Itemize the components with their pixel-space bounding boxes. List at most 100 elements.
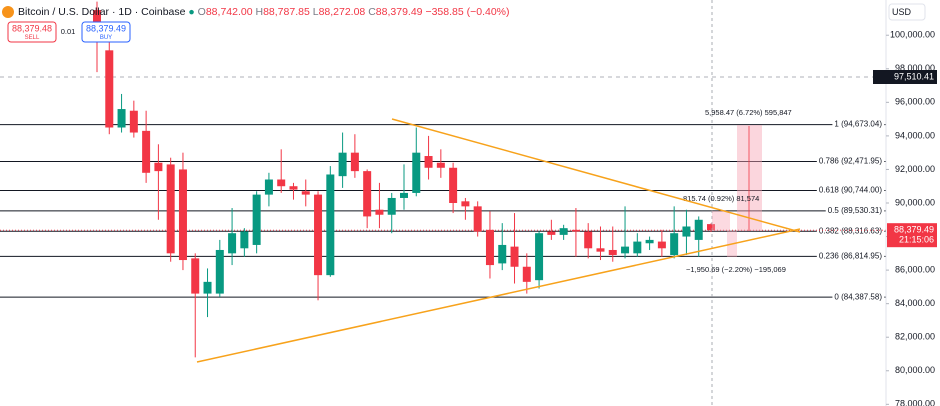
candle-body [621,246,630,254]
candle-body [375,209,384,215]
ohlc-key: L [313,6,319,18]
fib-label-bg [816,251,885,261]
buy-box[interactable] [81,21,131,43]
fib-label-bg [832,292,885,302]
price-line-label-bg [887,69,937,84]
candle-body [535,233,544,281]
candle-body [461,201,470,207]
measure-box [737,125,762,231]
symbol-icon [2,6,14,18]
fib-label: 0.786 (92,471.95) [819,157,882,166]
candle-body [571,229,580,232]
sell-price[interactable]: 88,379.48 [12,23,52,33]
buy-button[interactable]: 88,379.49 BUY [81,21,131,43]
candle-body [154,162,163,172]
candle-body [314,194,323,276]
fib-label: 0.618 (90,744.00) [819,186,882,195]
buy-price[interactable]: 88,379.49 [86,23,126,33]
ohlc-key: H [255,6,263,18]
candle-body [326,174,335,276]
candle-body [436,162,445,168]
fib-label-bg [825,205,885,215]
symbol: Bitcoin / U.S. Dollar · 1D · Coinbase [18,6,186,18]
candle-body [240,231,249,249]
currency-box[interactable] [888,3,926,21]
y-tick-label: 100,000.00 [890,30,935,40]
candle-body [228,233,237,254]
candle-body [412,152,421,193]
candle-body [694,219,703,240]
candle-body [510,246,519,267]
header: Bitcoin / U.S. Dollar · 1D · Coinbase ● … [18,6,510,18]
candle-body [400,192,408,198]
candle-body [166,164,175,254]
ohlc-value: 88,787.85 [263,6,310,18]
plot-area: 1 (94,673.04) 0.786 (92,471.95) 0.618 (90,… [0,1,886,358]
measure-label: 5,958.47 (6.72%) 595,847 [705,108,792,117]
spread: 0.01 [61,27,76,36]
candle-body [203,281,212,294]
candle-body [338,152,347,177]
candle-body [252,194,261,245]
candle-body [608,249,617,256]
candle-body [682,226,691,237]
candle-body [301,191,310,195]
buy-label[interactable]: BUY [100,35,112,41]
candle-body [129,110,138,133]
candle-body [645,239,654,244]
ohlc-value: 88,379.49 [376,6,423,18]
y-tick-label: 78,000.00 [895,399,935,406]
candle-body [264,179,273,195]
ohlc-key: O [198,6,206,18]
last-price-label: 88,379.49 [894,225,934,235]
candle-body [117,109,126,128]
y-tick-label: 82,000.00 [895,332,935,342]
candle-body [363,171,372,217]
candle-body [387,197,396,215]
measure-box [712,211,730,231]
y-tick-label: 84,000.00 [895,298,935,308]
y-tick-label: 98,000.00 [895,63,935,73]
sell-button[interactable]: 88,379.48 SELL [7,21,57,43]
sell-box[interactable] [7,21,57,43]
measure-label: −1,950.69 (−2.20%) −195,069 [686,265,786,274]
measure-label: 815.74 (0.92%) 81,574 [683,194,759,203]
candle-body [596,248,605,252]
candle-body [473,206,482,232]
currency[interactable]: USD [892,7,912,17]
candle-body [547,231,556,235]
change: −358.85 (−0.40%) [425,6,509,18]
ohlc-value: 88,742.00 [206,6,253,18]
fib-label: 0 (84,387.58) [834,292,882,301]
y-tick-label: 80,000.00 [895,365,935,375]
candle-body [559,228,568,235]
trendline [196,228,801,363]
candle-body [178,169,187,261]
fib-label: 0.382 (88,316.63) [819,226,882,235]
ohlc-value: 88,272.08 [319,6,366,18]
y-tick-label: 92,000.00 [895,164,935,174]
candle-body [707,224,715,231]
y-tick-label: 86,000.00 [895,264,935,274]
fib-label-bg [832,119,885,129]
sell-label[interactable]: SELL [25,35,40,41]
price-axis: 78,000.00 80,000.00 82,000.00 84,000.00 86,0… [873,30,937,406]
candle-body [584,231,593,249]
y-tick-label: 90,000.00 [895,197,935,207]
candle-body [522,266,531,282]
last-price-label-bg [887,223,937,248]
candle-body [289,186,298,190]
status-dot: ● [188,6,194,18]
price-line-badge [873,69,887,84]
fib-label-bg [816,226,885,236]
candle-body [215,249,224,294]
candle-body [424,156,433,168]
candle-body [277,179,286,187]
fib-label: 0.236 (86,814.95) [819,252,882,261]
candle-body [142,130,151,173]
y-tick-label: 94,000.00 [895,130,935,140]
candle-body [670,233,679,256]
trendline [391,118,801,233]
